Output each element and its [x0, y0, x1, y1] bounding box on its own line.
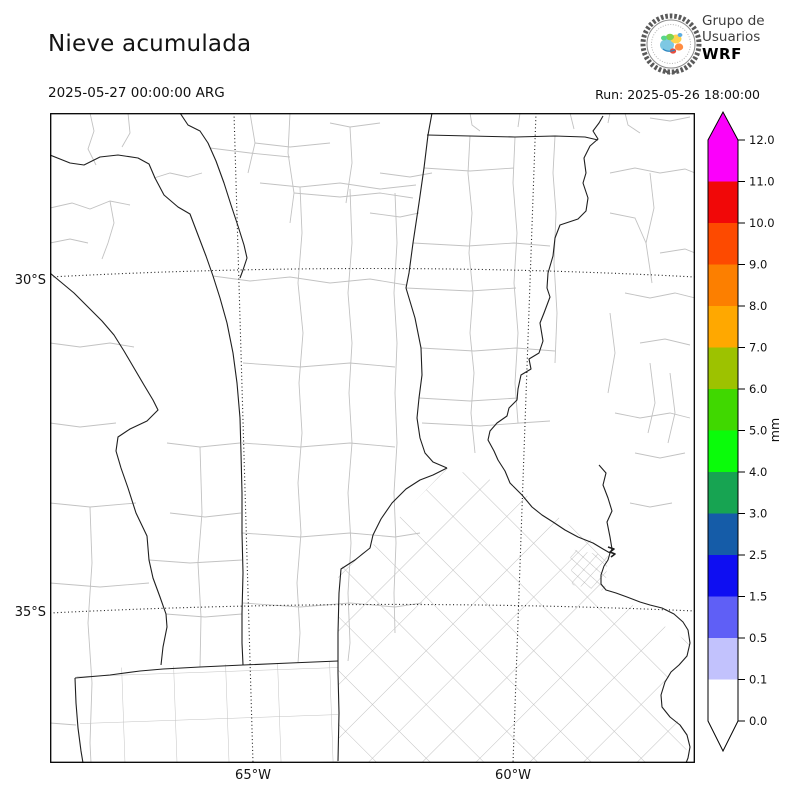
map-canvas	[50, 113, 695, 763]
logo-emblem-icon	[640, 13, 702, 75]
colorbar-seg	[708, 472, 738, 514]
colorbar: 12.0 11.0 10.0 9.0 8.0 7.0 6.0 5.0 4.0 3…	[700, 100, 800, 780]
colorbar-seg	[708, 223, 738, 265]
logo-line-2: Usuarios	[702, 28, 761, 45]
run-time-label: Run: 2025-05-26 18:00:00	[595, 87, 760, 102]
gridline-60w	[512, 113, 537, 763]
colorbar-under-arrow	[708, 721, 738, 751]
colorbar-tick-label: 8.0	[749, 299, 767, 313]
colorbar-tick-label: 4.0	[749, 465, 767, 479]
colorbar-tick-label: 6.0	[749, 382, 767, 396]
colorbar-seg	[708, 430, 738, 472]
colorbar-seg	[708, 555, 738, 597]
colorbar-seg	[708, 596, 738, 638]
colorbar-seg	[708, 513, 738, 555]
parana-delta-mark	[607, 546, 616, 558]
valid-time-label: 2025-05-27 00:00:00 ARG	[48, 85, 225, 101]
lat-tick-35s: 35°S	[14, 605, 46, 620]
department-boundaries	[50, 113, 695, 763]
colorbar-tick-label: 11.0	[749, 175, 775, 189]
map-frame	[50, 113, 695, 763]
colorbar-segments	[707, 110, 739, 753]
lon-tick-60w: 60°W	[495, 768, 531, 783]
gridline-65w	[233, 113, 254, 763]
logo-line-1: Grupo de	[702, 13, 765, 29]
colorbar-seg	[708, 347, 738, 389]
wrf-users-group-logo: Grupo de Usuarios WRF	[636, 8, 796, 78]
colorbar-tick-label: 0.1	[749, 673, 767, 687]
colorbar-seg	[708, 140, 738, 182]
colorbar-tick-label: 7.0	[749, 341, 767, 355]
colorbar-tick-label: 3.0	[749, 507, 767, 521]
colorbar-tick-label: 10.0	[749, 216, 775, 230]
colorbar-seg	[708, 181, 738, 223]
colorbar-canvas: 12.0 11.0 10.0 9.0 8.0 7.0 6.0 5.0 4.0 3…	[707, 110, 782, 753]
colorbar-tick-label: 12.0	[749, 133, 775, 147]
colorbar-tick-labels: 12.0 11.0 10.0 9.0 8.0 7.0 6.0 5.0 4.0 3…	[749, 133, 775, 728]
page-title: Nieve acumulada	[48, 31, 252, 57]
map-panel	[50, 113, 695, 763]
colorbar-seg	[708, 389, 738, 431]
colorbar-seg	[708, 679, 738, 721]
logo-line-3: WRF	[702, 44, 742, 63]
colorbar-tick-label: 9.0	[749, 258, 767, 272]
colorbar-tick-label: 2.5	[749, 548, 767, 562]
lat-tick-30s: 30°S	[14, 273, 46, 288]
lon-tick-65w: 65°W	[235, 768, 271, 783]
colorbar-unit-label: mm	[767, 418, 782, 442]
province-boundaries	[50, 113, 691, 763]
colorbar-tick-label: 1.5	[749, 590, 767, 604]
colorbar-seg	[708, 264, 738, 306]
logo-text: Grupo de Usuarios WRF	[702, 13, 765, 64]
gridline-35s	[50, 603, 695, 614]
colorbar-seg	[708, 638, 738, 680]
colorbar-tick-label: 5.0	[749, 424, 767, 438]
colorbar-tickmarks	[738, 139, 745, 722]
colorbar-tick-label: 0.0	[749, 714, 767, 728]
gridline-30s	[50, 267, 695, 278]
colorbar-tick-label: 0.5	[749, 631, 767, 645]
colorbar-seg	[708, 306, 738, 348]
colorbar-over-arrow	[708, 112, 738, 140]
latlon-gridlines	[50, 113, 695, 763]
